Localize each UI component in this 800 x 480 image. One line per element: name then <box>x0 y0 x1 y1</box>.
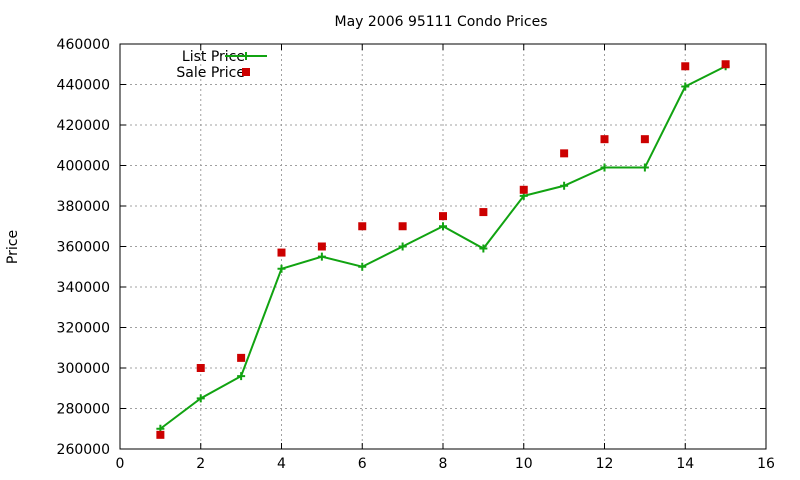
list-price-point <box>640 163 649 172</box>
x-tick-label: 0 <box>116 456 125 472</box>
x-tick-label: 10 <box>515 456 533 472</box>
sale-price-point <box>640 135 649 144</box>
x-tick-label: 8 <box>439 456 448 472</box>
y-tick-label: 400000 <box>57 159 110 175</box>
legend-marker-sale-price <box>242 68 250 76</box>
sale-price-point <box>156 430 165 439</box>
sale-price-point <box>196 364 205 372</box>
list-price-point <box>237 372 246 381</box>
series-sale-price <box>156 60 730 439</box>
y-tick-label: 320000 <box>57 321 110 337</box>
list-price-point <box>681 82 690 91</box>
x-tick-label: 12 <box>596 456 614 472</box>
x-tick-label: 6 <box>358 456 367 472</box>
sale-price-point <box>317 242 326 251</box>
list-price-point <box>560 181 569 190</box>
x-tick-label: 14 <box>676 456 694 472</box>
y-tick-label: 260000 <box>57 442 110 458</box>
axes: 0 2 4 6 8 10 12 14 16 260000 280000 300000 320000 340… <box>57 37 775 472</box>
x-tick-label: 2 <box>196 456 205 472</box>
y-tick-label: 460000 <box>57 37 110 53</box>
sale-price-point <box>479 208 488 217</box>
sale-price-point <box>398 222 407 231</box>
y-tick-label: 300000 <box>57 361 110 377</box>
legend-label-sale-price: Sale Price <box>176 65 245 81</box>
y-tick-label: 360000 <box>57 240 110 256</box>
legend-marker-list-price <box>242 52 250 60</box>
list-price-point <box>479 244 488 253</box>
list-price-point <box>398 242 407 251</box>
list-price-point <box>600 163 609 172</box>
x-tick-label: 4 <box>277 456 286 472</box>
list-price-point <box>277 264 286 273</box>
y-tick-label: 380000 <box>57 199 110 215</box>
list-price-point <box>317 252 326 261</box>
list-price-point <box>439 222 447 231</box>
sale-price-point <box>237 353 246 362</box>
chart-title: May 2006 95111 Condo Prices <box>334 14 547 30</box>
sale-price-point <box>681 62 690 71</box>
series-list-price <box>156 62 730 433</box>
sale-price-point <box>600 135 609 144</box>
list-price-point <box>196 394 205 403</box>
sale-price-point <box>721 60 730 69</box>
y-axis-label: Price <box>5 230 21 264</box>
y-tick-label: 420000 <box>57 118 110 134</box>
sale-price-point <box>439 212 447 221</box>
y-tick-label: 280000 <box>57 402 110 418</box>
legend-label-list-price: List Price <box>182 49 245 65</box>
x-tick-label: 16 <box>757 456 775 472</box>
grid-lines <box>120 44 766 449</box>
sale-price-point <box>277 248 286 257</box>
y-tick-label: 340000 <box>57 280 110 296</box>
y-tick-label: 440000 <box>57 78 110 94</box>
sale-price-point <box>560 149 569 158</box>
sale-price-point <box>519 185 528 194</box>
plot-area <box>156 60 730 439</box>
sale-price-point <box>358 222 367 231</box>
list-price-point <box>358 262 367 271</box>
